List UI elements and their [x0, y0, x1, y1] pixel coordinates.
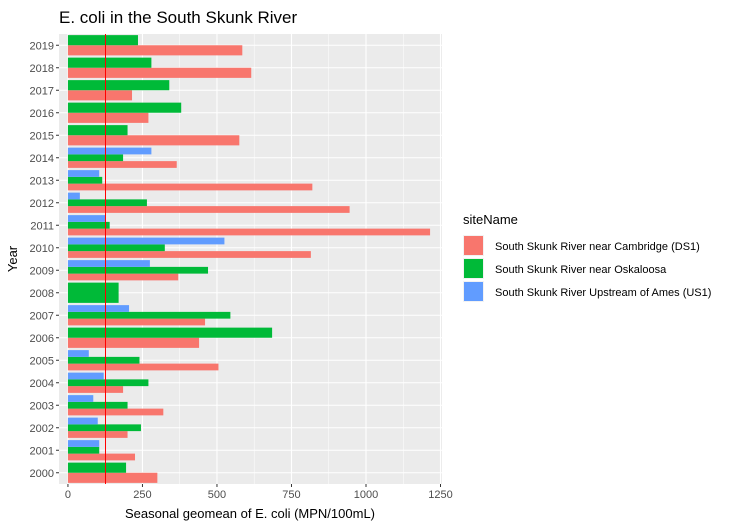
bar-2012-series-1 [67, 206, 350, 213]
bar-2018-series-2 [67, 57, 152, 68]
bar-2013-series-2 [67, 176, 103, 184]
x-tick-label: 1000 [354, 489, 378, 501]
bar-2010-series-2 [67, 244, 165, 252]
bar-2015-series-2 [67, 125, 128, 136]
bar-2018-series-1 [67, 67, 252, 78]
bar-2007-series-1 [67, 318, 206, 326]
bar-2002-series-1 [67, 431, 128, 438]
bar-2010-series-1 [67, 251, 311, 258]
bar-2015-series-1 [67, 135, 240, 146]
x-tick-label: 250 [133, 489, 151, 501]
x-tick-label: 0 [65, 489, 71, 501]
bar-2012-series-3 [67, 192, 80, 200]
bar-2007-series-3 [67, 305, 130, 312]
bar-2019-series-2 [67, 35, 138, 46]
bars [67, 35, 431, 483]
y-tick-label: 2009 [30, 265, 54, 277]
y-tick-label: 2013 [30, 175, 54, 187]
y-tick-label: 2017 [30, 85, 54, 97]
bar-2009-series-2 [67, 266, 209, 274]
x-tick-label: 500 [208, 489, 226, 501]
legend-swatch-series-3 [464, 282, 483, 301]
y-tick-label: 2015 [30, 130, 54, 142]
bar-2011-series-3 [67, 215, 106, 222]
y-tick-label: 2012 [30, 198, 54, 210]
bar-2016-series-2 [67, 102, 182, 113]
y-tick-label: 2000 [30, 468, 54, 480]
bar-2001-series-1 [67, 453, 136, 461]
legend: South Skunk River near Cambridge (DS1) So… [463, 235, 711, 302]
bar-2006-series-2 [67, 327, 273, 338]
y-axis: 2000 2001 2002 2003 2004 2005 2006 2007 2008 2009… [30, 40, 59, 480]
y-tick-label: 2019 [30, 40, 54, 52]
legend-swatch-series-1 [464, 236, 483, 255]
bar-2002-series-2 [67, 424, 141, 432]
y-tick-label: 2008 [30, 288, 54, 300]
bar-2003-series-3 [67, 395, 94, 402]
bar-2005-series-1 [67, 363, 219, 371]
bar-2009-series-3 [67, 260, 150, 267]
x-tick-label: 1250 [428, 489, 452, 501]
bar-2009-series-1 [67, 273, 179, 281]
bar-2002-series-3 [67, 417, 98, 425]
bar-2013-series-1 [67, 183, 313, 191]
bar-2003-series-1 [67, 408, 164, 416]
bar-2011-series-1 [67, 228, 431, 236]
bar-2000-series-2 [67, 462, 127, 473]
legend-label-series-2: South Skunk River near Oskaloosa [495, 264, 667, 276]
legend-title: siteName [463, 212, 518, 227]
y-tick-label: 2005 [30, 355, 54, 367]
bar-2004-series-3 [67, 372, 104, 380]
bar-2001-series-2 [67, 446, 100, 454]
bar-2016-series-1 [67, 112, 149, 123]
bar-2019-series-1 [67, 45, 243, 56]
y-tick-label: 2004 [30, 378, 54, 390]
bar-2008-series-2 [67, 282, 119, 303]
y-tick-label: 2007 [30, 310, 54, 322]
bar-2014-series-2 [67, 154, 124, 162]
bar-2010-series-3 [67, 237, 225, 245]
plot-panel [59, 34, 442, 484]
bar-2000-series-1 [67, 472, 158, 483]
chart-title: E. coli in the South Skunk River [59, 8, 297, 27]
bar-2004-series-2 [67, 379, 149, 387]
x-tick-label: 750 [282, 489, 300, 501]
bar-2007-series-2 [67, 311, 231, 319]
legend-label-series-3: South Skunk River Upstream of Ames (US1) [495, 287, 711, 299]
y-tick-label: 2001 [30, 445, 54, 457]
y-axis-title: Year [5, 245, 20, 272]
bar-2012-series-2 [67, 199, 147, 207]
y-tick-label: 2014 [30, 153, 54, 165]
y-tick-label: 2011 [30, 220, 54, 232]
x-axis-title: Seasonal geomean of E. coli (MPN/100mL) [125, 506, 375, 521]
bar-2014-series-3 [67, 147, 152, 155]
y-tick-label: 2018 [30, 63, 54, 75]
y-tick-label: 2002 [30, 423, 54, 435]
bar-2017-series-1 [67, 90, 133, 101]
bar-2003-series-2 [67, 401, 128, 409]
bar-2001-series-3 [67, 440, 100, 447]
x-axis: 0 250 500 750 1000 1250 [65, 484, 453, 501]
y-tick-label: 2010 [30, 243, 54, 255]
y-tick-label: 2016 [30, 108, 54, 120]
bar-2004-series-1 [67, 386, 124, 393]
bar-2005-series-3 [67, 350, 89, 357]
bar-2013-series-3 [67, 170, 100, 177]
bar-2005-series-2 [67, 356, 140, 364]
bar-2011-series-2 [67, 221, 110, 229]
y-tick-label: 2006 [30, 333, 54, 345]
legend-swatch-series-2 [464, 259, 483, 278]
y-tick-label: 2003 [30, 400, 54, 412]
bar-2014-series-1 [67, 161, 177, 168]
bar-2017-series-2 [67, 80, 170, 91]
legend-label-series-1: South Skunk River near Cambridge (DS1) [495, 241, 700, 253]
bar-2006-series-1 [67, 337, 200, 348]
